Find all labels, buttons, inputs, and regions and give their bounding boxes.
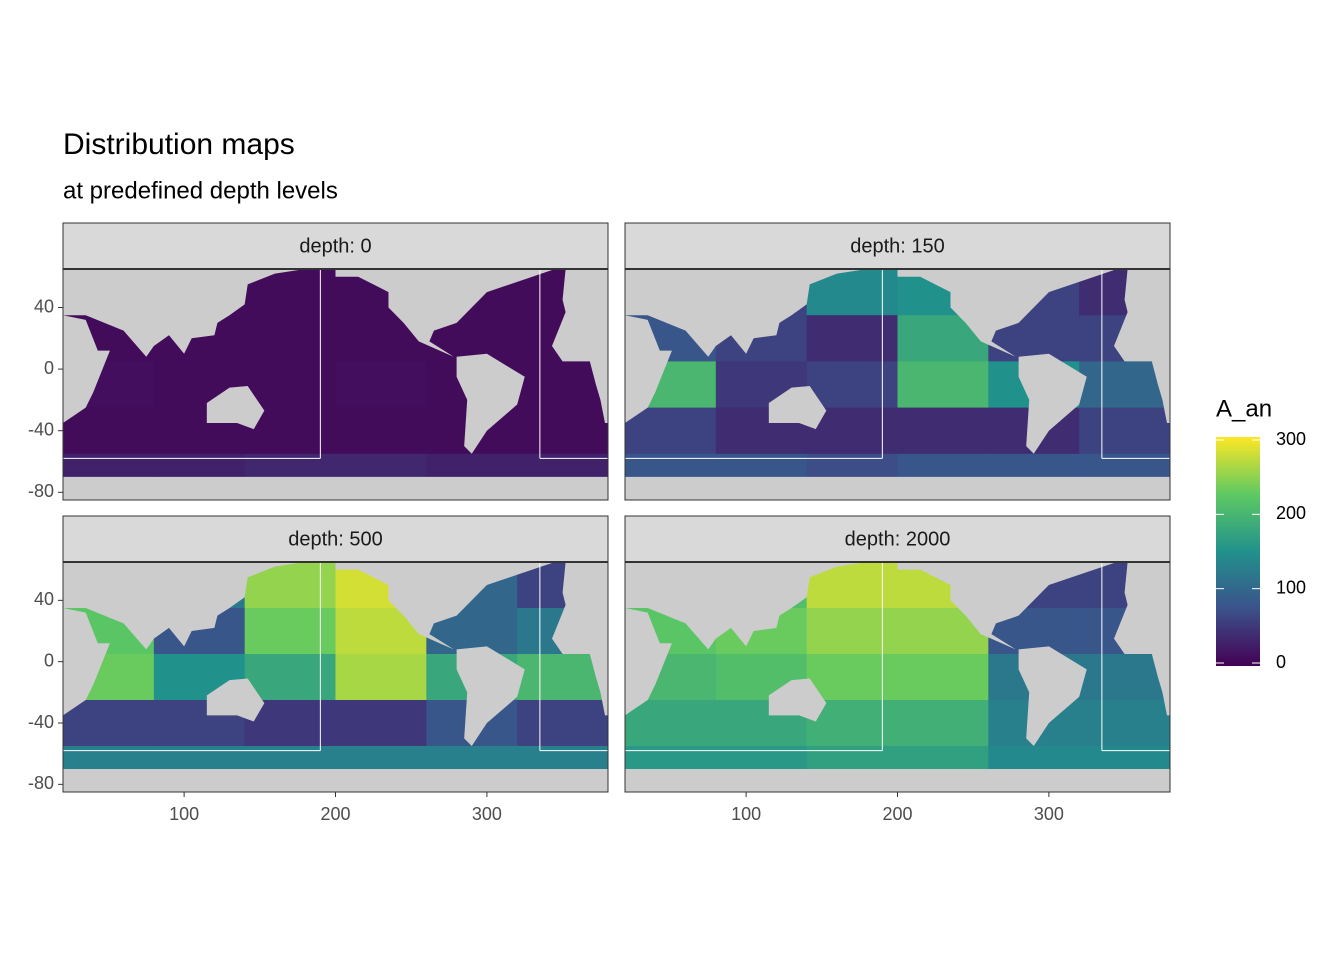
land (1113, 562, 1170, 716)
land (1018, 353, 1087, 454)
land (551, 269, 608, 423)
land (63, 476, 608, 500)
colorbar (1216, 437, 1260, 666)
land (63, 769, 608, 792)
land (1113, 269, 1170, 423)
land (63, 562, 306, 650)
cell (517, 407, 608, 455)
land (456, 353, 525, 454)
panel (63, 562, 608, 792)
cell (806, 361, 898, 409)
cell (1079, 700, 1170, 747)
facet-label: depth: 500 (288, 528, 383, 550)
land (625, 476, 1170, 500)
cell (244, 315, 336, 362)
x-tick-label: 300 (472, 804, 502, 824)
y-tick-label: 40 (34, 296, 54, 316)
land (63, 608, 110, 716)
cell (625, 407, 717, 455)
y-tick-label: 0 (44, 358, 54, 378)
y-tick-label: 40 (34, 589, 54, 609)
cell (897, 407, 989, 455)
cell (897, 654, 989, 701)
cell (1079, 407, 1170, 455)
land (768, 386, 827, 430)
legend-tick-label: 0 (1276, 652, 1286, 672)
land (1018, 646, 1087, 746)
chart-title: Distribution maps (63, 128, 295, 161)
facet-strip (62, 222, 609, 270)
cell (335, 654, 427, 701)
chart-subtitle: at predefined depth levels (63, 177, 338, 204)
land (625, 269, 868, 357)
cell (335, 407, 427, 455)
x-tick-label: 200 (320, 804, 350, 824)
land (63, 269, 306, 357)
land (768, 678, 827, 722)
cell (897, 361, 989, 409)
land (63, 315, 110, 423)
facet-strip (62, 515, 609, 563)
y-tick-label: -80 (28, 481, 54, 501)
y-tick-label: -40 (28, 712, 54, 732)
cell (625, 700, 717, 747)
cell (63, 407, 155, 455)
land (551, 562, 608, 716)
legend-title: A_an (1216, 395, 1272, 422)
land (625, 315, 672, 423)
cell (244, 654, 336, 701)
cell (897, 700, 989, 747)
facet-label: depth: 2000 (845, 528, 951, 550)
legend-tick-label: 100 (1276, 577, 1306, 597)
cell (517, 700, 608, 747)
cell (806, 608, 898, 655)
land (625, 562, 868, 650)
facet-strip (624, 222, 1171, 270)
x-tick-label: 100 (731, 804, 761, 824)
y-tick-label: 0 (44, 650, 54, 670)
land (335, 562, 556, 650)
facet-strip (624, 515, 1171, 563)
x-tick-label: 300 (1034, 804, 1064, 824)
land (897, 562, 1118, 650)
cell (806, 315, 898, 362)
cell (335, 700, 427, 747)
land (335, 269, 556, 357)
land (456, 646, 525, 746)
land (625, 769, 1170, 792)
legend-tick-label: 200 (1276, 503, 1306, 523)
x-tick-label: 100 (169, 804, 199, 824)
panel (625, 269, 1170, 500)
y-tick-label: -40 (28, 419, 54, 439)
panel (63, 269, 608, 500)
cell (244, 608, 336, 655)
facet-label: depth: 150 (850, 235, 945, 257)
land (897, 269, 1118, 357)
panel (625, 562, 1170, 792)
cell (244, 361, 336, 409)
y-tick-label: -80 (28, 773, 54, 793)
land (206, 678, 265, 722)
legend-tick-label: 300 (1276, 429, 1306, 449)
land (625, 608, 672, 716)
x-tick-label: 200 (882, 804, 912, 824)
cell (806, 654, 898, 701)
cell (63, 700, 155, 747)
cell (335, 361, 427, 409)
facet-label: depth: 0 (299, 235, 371, 257)
land (206, 386, 265, 430)
